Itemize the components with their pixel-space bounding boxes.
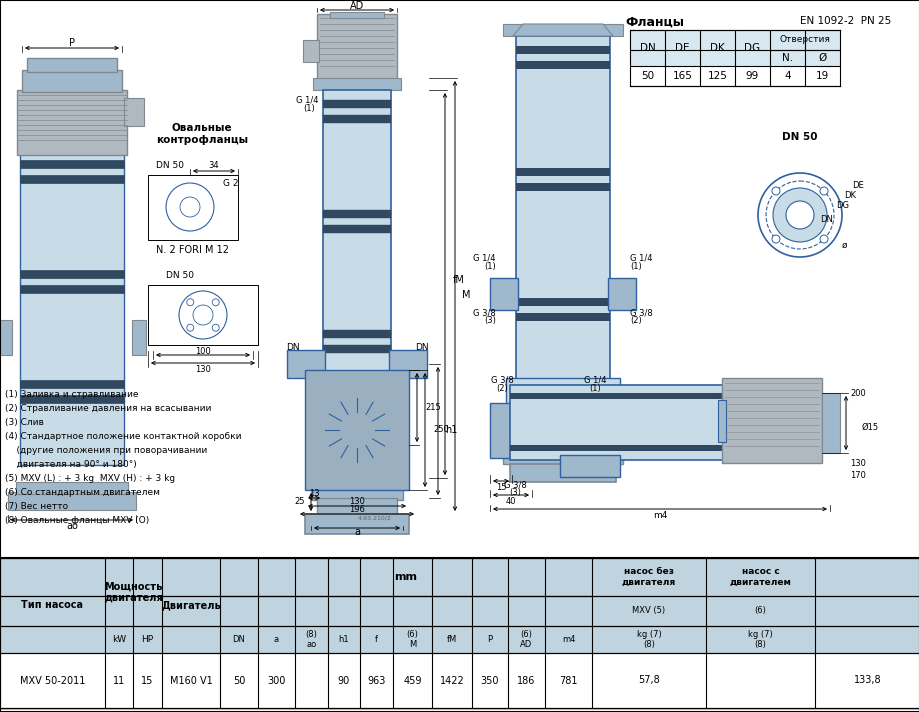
- Text: 1422: 1422: [439, 676, 464, 686]
- Bar: [516, 298, 609, 306]
- Text: DN 50: DN 50: [165, 271, 194, 280]
- Text: 196: 196: [348, 505, 365, 513]
- Text: (6): (6): [754, 607, 766, 615]
- Text: (3) Слив: (3) Слив: [5, 418, 44, 427]
- Text: G 1/4: G 1/4: [630, 253, 652, 263]
- Bar: [20, 395, 124, 403]
- Text: Овальные
контрофланцы: Овальные контрофланцы: [156, 123, 248, 145]
- Text: 4: 4: [783, 71, 790, 81]
- Text: (2): (2): [630, 317, 641, 325]
- Bar: [317, 14, 397, 79]
- Text: DE: DE: [851, 181, 863, 189]
- Text: 781: 781: [559, 676, 577, 686]
- Text: (1) Заливка и стравливание: (1) Заливка и стравливание: [5, 390, 139, 399]
- Bar: [20, 160, 124, 168]
- Text: (4) Стандартное положение контактной коробки: (4) Стандартное положение контактной кор…: [5, 432, 242, 441]
- Text: N. 2 FORI M 12: N. 2 FORI M 12: [156, 245, 229, 255]
- Bar: [389, 350, 426, 378]
- Text: 90: 90: [337, 676, 350, 686]
- Text: 15: 15: [495, 483, 505, 493]
- Text: kW: kW: [112, 635, 126, 644]
- Bar: [509, 445, 724, 451]
- Text: MXV (5): MXV (5): [631, 607, 664, 615]
- Text: (8) Овальные фланцы MXV (O): (8) Овальные фланцы MXV (O): [5, 516, 149, 525]
- Text: G 3/8: G 3/8: [630, 308, 652, 318]
- Bar: [0, 626, 919, 653]
- Text: DN 50: DN 50: [781, 132, 817, 142]
- Text: m4: m4: [562, 635, 574, 644]
- Bar: [490, 403, 512, 458]
- Text: (8)
ao: (8) ao: [305, 630, 317, 649]
- Text: h1: h1: [338, 635, 349, 644]
- Text: 250: 250: [433, 426, 448, 434]
- Text: Ø: Ø: [818, 53, 826, 63]
- Bar: [516, 46, 609, 54]
- Circle shape: [819, 187, 827, 195]
- Text: (1): (1): [630, 261, 641, 271]
- Text: 130: 130: [195, 365, 210, 374]
- Text: h1: h1: [445, 425, 457, 435]
- Circle shape: [771, 187, 779, 195]
- Text: 963: 963: [367, 676, 385, 686]
- Bar: [305, 514, 409, 534]
- Text: (1): (1): [588, 384, 600, 392]
- Bar: [509, 464, 616, 482]
- Bar: [20, 380, 124, 388]
- Text: M: M: [461, 290, 470, 300]
- Text: (6) Со стандартным двигателем: (6) Со стандартным двигателем: [5, 488, 160, 497]
- Circle shape: [819, 235, 827, 243]
- Text: 57,8: 57,8: [638, 676, 659, 686]
- Circle shape: [351, 424, 363, 436]
- Text: m4: m4: [652, 511, 666, 520]
- Text: Тип насоса: Тип насоса: [21, 600, 84, 610]
- Text: G 2: G 2: [222, 179, 238, 187]
- Circle shape: [785, 201, 813, 229]
- Bar: [312, 78, 401, 90]
- Text: DN: DN: [819, 216, 832, 224]
- Bar: [311, 478, 403, 500]
- Circle shape: [522, 373, 602, 453]
- Text: 130: 130: [849, 459, 865, 468]
- Text: DG: DG: [743, 43, 760, 53]
- Text: P: P: [69, 38, 75, 48]
- Bar: [330, 12, 383, 18]
- Text: насос с
двигателем: насос с двигателем: [729, 567, 790, 587]
- Bar: [721, 378, 821, 463]
- Text: 13: 13: [309, 488, 319, 498]
- Text: 25: 25: [294, 498, 305, 506]
- Circle shape: [324, 398, 389, 462]
- Text: fM: fM: [452, 275, 464, 285]
- Bar: [0, 596, 919, 626]
- Text: (другие положения при поворачивании: (другие положения при поворачивании: [5, 446, 207, 455]
- Bar: [516, 36, 609, 466]
- Text: DG: DG: [835, 201, 848, 209]
- Bar: [16, 482, 128, 494]
- Text: ø: ø: [841, 241, 846, 249]
- Bar: [305, 370, 409, 490]
- Bar: [630, 66, 839, 86]
- Bar: [124, 98, 144, 126]
- Bar: [516, 168, 609, 176]
- Text: a: a: [354, 527, 359, 537]
- Text: G 3/8: G 3/8: [472, 308, 495, 318]
- Text: f: f: [375, 635, 378, 644]
- Text: G 1/4: G 1/4: [295, 95, 318, 105]
- Circle shape: [550, 401, 574, 425]
- Text: 11: 11: [113, 676, 125, 686]
- Text: EN 1092-2  PN 25: EN 1092-2 PN 25: [800, 16, 891, 26]
- Text: ao: ao: [66, 521, 78, 531]
- Bar: [323, 90, 391, 480]
- Bar: [20, 175, 124, 183]
- Text: (1): (1): [483, 261, 495, 271]
- Bar: [148, 175, 238, 240]
- Text: AD: AD: [349, 1, 364, 11]
- Text: 133,8: 133,8: [853, 676, 880, 686]
- Text: G 1/4: G 1/4: [584, 375, 606, 384]
- Bar: [509, 385, 724, 460]
- Text: a: a: [274, 635, 278, 644]
- Bar: [20, 150, 124, 465]
- Bar: [20, 285, 124, 293]
- Text: 100: 100: [195, 347, 210, 355]
- Text: Ø15: Ø15: [861, 422, 879, 431]
- Bar: [17, 90, 127, 155]
